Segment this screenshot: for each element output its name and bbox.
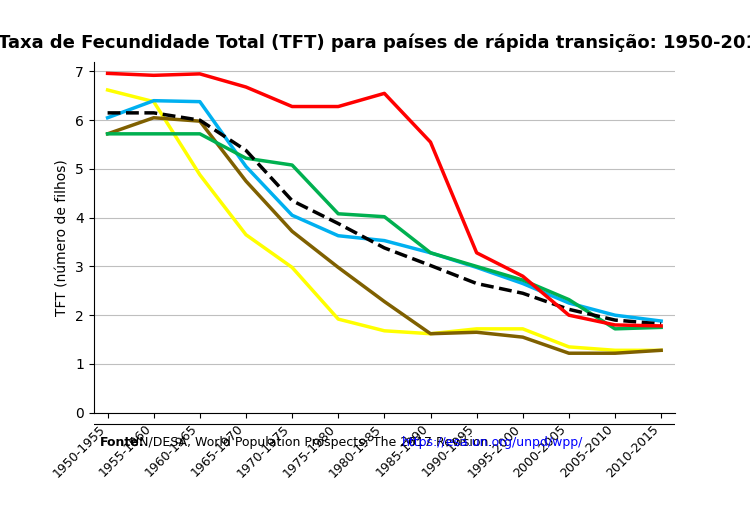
Y-axis label: TFT (número de filhos): TFT (número de filhos) xyxy=(56,159,70,316)
Text: Fonte:: Fonte: xyxy=(100,436,144,449)
Title: Taxa de Fecundidade Total (TFT) para países de rápida transição: 1950-2015: Taxa de Fecundidade Total (TFT) para paí… xyxy=(0,33,750,52)
Text: https://esa.un.org/unpd/wpp/: https://esa.un.org/unpd/wpp/ xyxy=(402,436,584,449)
Text: UN/DESA, World Population Prospects: The 2017 Revision.: UN/DESA, World Population Prospects: The… xyxy=(126,436,496,449)
